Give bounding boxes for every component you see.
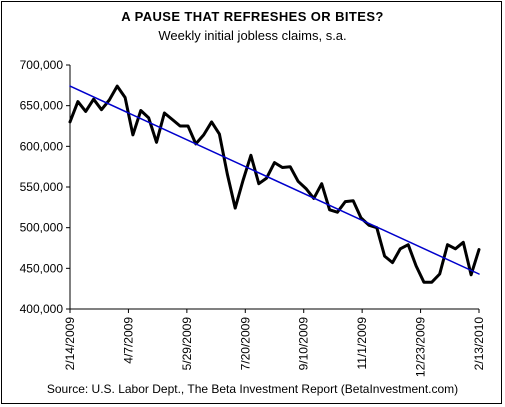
x-tick-label: 9/10/2009: [297, 317, 311, 371]
chart-source: Source: U.S. Labor Dept., The Beta Inves…: [46, 382, 459, 396]
y-tick-label: 400,000: [20, 302, 64, 316]
claims-series-line: [68, 84, 481, 284]
x-tick-label: 2/13/2010: [472, 317, 486, 371]
series-group: [68, 84, 481, 284]
x-tick-label: 4/7/2009: [121, 317, 135, 364]
x-tick-label: 2/14/2009: [63, 317, 77, 371]
x-tick-label: 5/29/2009: [180, 317, 194, 371]
y-tick-label: 700,000: [20, 58, 64, 72]
x-tick-label: 7/20/2009: [238, 317, 252, 371]
y-tick-label: 450,000: [20, 261, 64, 275]
x-tick-label: 12/23/2009: [414, 317, 428, 377]
y-tick-group: 400,000 450,000 500,000 550,000 600,000 650,0…: [20, 58, 70, 316]
y-tick-label: 500,000: [20, 221, 64, 235]
chart-subtitle: Weekly initial jobless claims, s.a.: [158, 28, 347, 43]
y-tick-label: 650,000: [20, 99, 64, 113]
y-tick-label: 600,000: [20, 139, 64, 153]
x-tick-group: 2/14/2009 4/7/2009 5/29/2009 7/20/2009 9/10/…: [63, 309, 486, 377]
chart-title: A PAUSE THAT REFRESHES OR BITES?: [121, 9, 384, 24]
y-tick-label: 550,000: [20, 180, 64, 194]
trend-line: [69, 85, 480, 275]
x-tick-label: 11/1/2009: [355, 317, 369, 370]
